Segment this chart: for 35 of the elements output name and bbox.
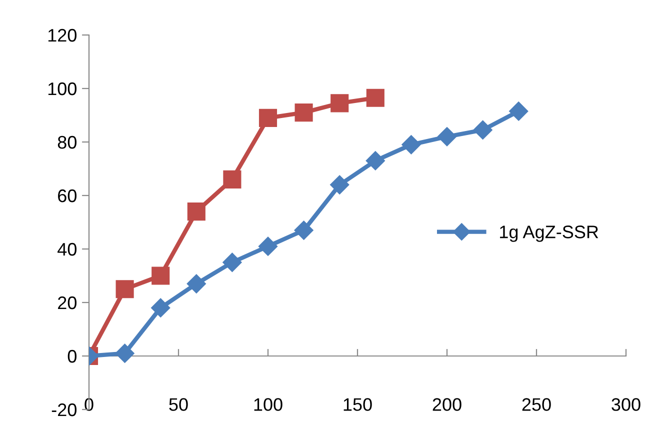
point [509,102,528,121]
point [115,344,134,363]
y-tick-label: 40 [58,242,76,256]
x-tick-label: 50 [169,398,188,411]
point [366,151,385,170]
point [151,298,170,318]
point [437,127,457,146]
y-tick-label: 60 [58,189,76,202]
point [258,108,278,127]
point [223,170,242,188]
y-tick-label: -20 [52,403,76,416]
point [366,88,384,107]
y-tick-label: 80 [58,136,76,149]
x-tick-label: 100 [254,398,282,411]
x-tick-label: 200 [432,398,462,411]
point [187,202,206,221]
x-tick-label: 150 [344,398,372,411]
y-tick-label: 100 [48,82,76,96]
x-tick-label: 250 [522,398,551,411]
y-tick-label: 20 [58,296,76,310]
point [152,266,170,285]
legend-label: 1g AgZ-SSR [500,226,598,242]
point [330,175,350,194]
point [186,274,206,294]
point [116,280,134,298]
point [294,220,314,240]
y-tick-label: 120 [48,28,76,42]
x-tick-label: 300 [612,398,640,411]
point [402,135,421,154]
point [222,252,242,272]
point [330,94,349,112]
point [258,236,278,256]
y-tick-label: 0 [68,350,76,363]
point [294,104,313,122]
point [473,120,492,140]
